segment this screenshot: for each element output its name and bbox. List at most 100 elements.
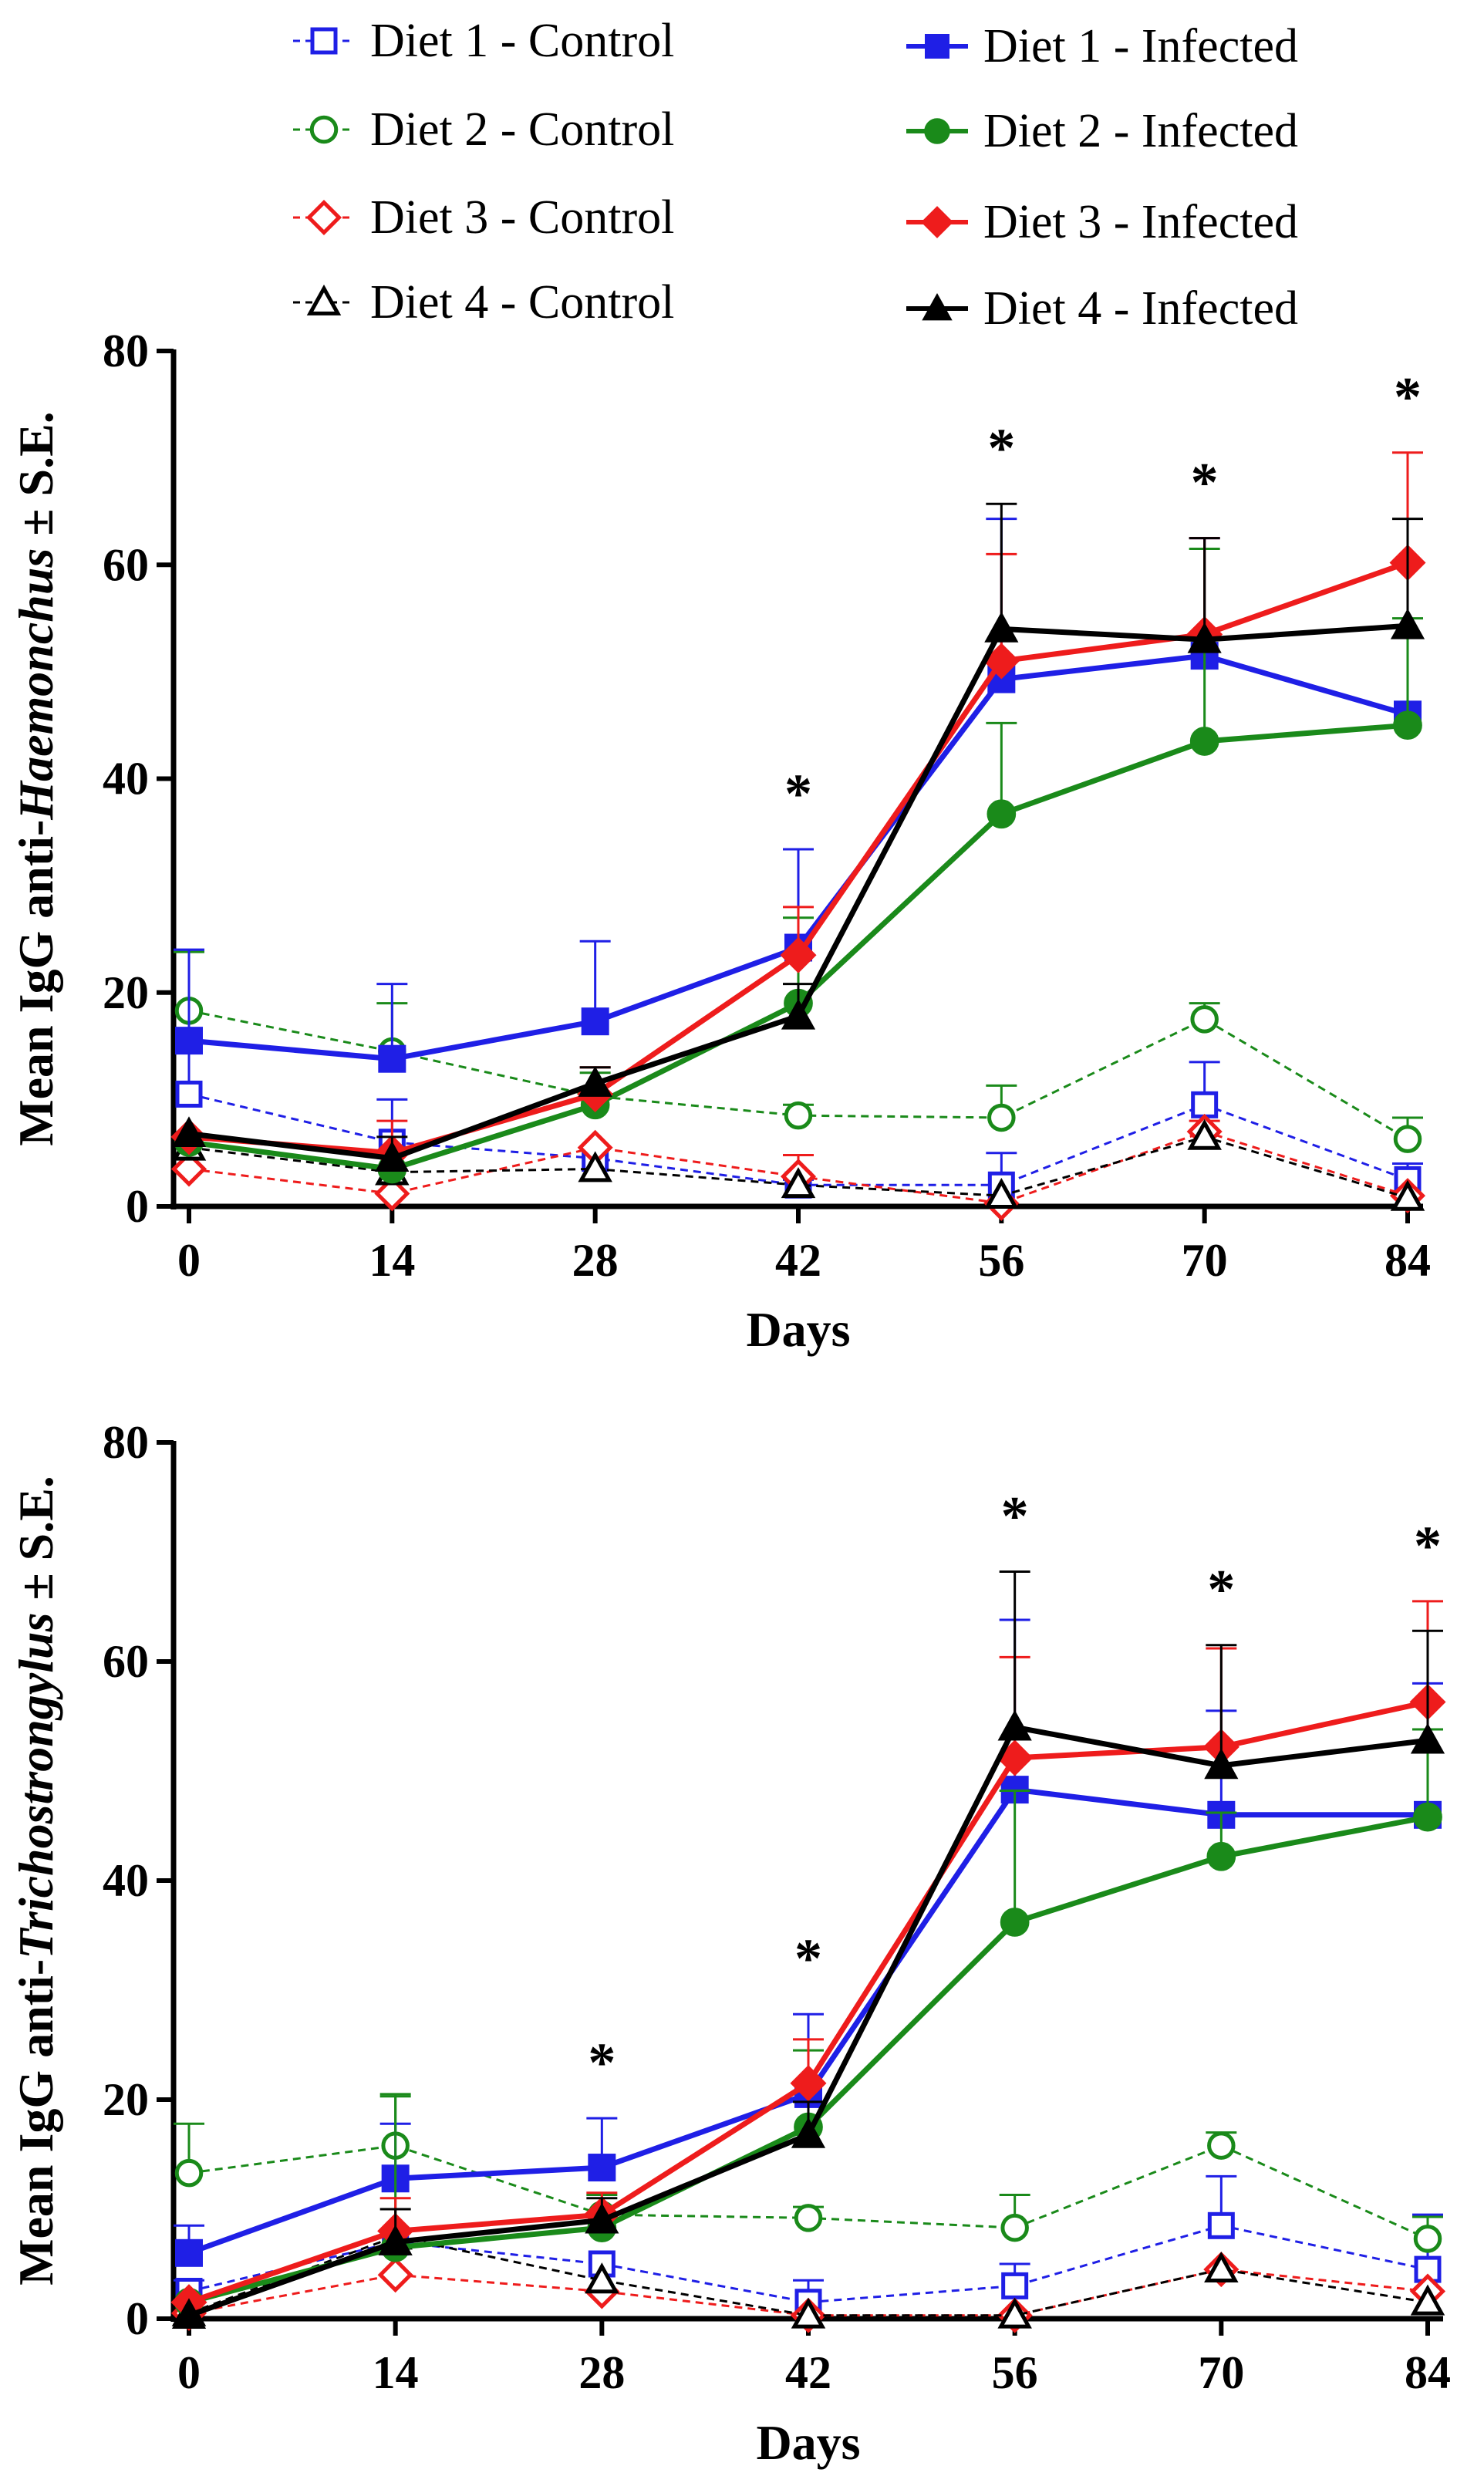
- significance-asterisk: *: [1191, 452, 1219, 514]
- data-point-circle: [174, 2158, 204, 2188]
- x-axis-label: Days: [746, 1302, 850, 1357]
- series-diet-4-infected: [171, 1570, 1445, 2329]
- data-point-triangle: [1187, 1118, 1222, 1150]
- x-axis-label: Days: [756, 2415, 860, 2470]
- y-axis-label-prefix: Mean IgG anti-: [8, 820, 63, 1146]
- data-point-square: [175, 1080, 203, 1108]
- y-axis-label-organism: Haemonchus: [8, 548, 63, 821]
- chart-haemonchus: 0 20 40 60 80 0 14 28 42 56 70 84 Days Mean IgG anti-…: [8, 326, 1431, 1357]
- significance-asterisk: *: [1394, 366, 1422, 428]
- significance-asterisk: *: [794, 1928, 822, 1989]
- legend-entry-diet-1-control: Diet 1 - Control: [293, 15, 674, 67]
- y-axis-label-suffix: ± S.E.: [8, 411, 63, 548]
- data-point-circle: [1206, 1841, 1236, 1871]
- legend-entry-diet-1-infected: Diet 1 - Infected: [906, 20, 1298, 73]
- y-axis-label: Mean IgG anti-Haemonchus ± S.E.: [8, 411, 63, 1146]
- data-point-circle: [1393, 710, 1422, 741]
- legend-label: Diet 2 - Infected: [983, 105, 1298, 157]
- data-point-circle: [794, 2204, 823, 2232]
- data-point-circle: [784, 1101, 813, 1130]
- data-point-circle: [1000, 1908, 1030, 1937]
- data-point-square: [588, 2154, 616, 2182]
- y-tick-label: 60: [103, 1636, 149, 1687]
- data-point-triangle: [1390, 608, 1425, 639]
- axes: 0 20 40 60 80 0 14 28 42 56 70 84 Days Mean IgG anti-…: [8, 326, 1431, 1357]
- legend-marker-triangle-icon: [306, 284, 342, 315]
- data-point-circle: [1393, 1125, 1422, 1153]
- data-point-triangle: [578, 1151, 612, 1182]
- y-tick-label: 40: [103, 1855, 149, 1906]
- y-tick-label: 20: [103, 2074, 149, 2125]
- data-point-triangle: [791, 2117, 826, 2148]
- series-diet-1-control: [174, 2174, 1443, 2316]
- x-tick-label: 0: [177, 1235, 201, 1286]
- x-tick-label: 56: [992, 2347, 1038, 2398]
- x-tick-label: 28: [578, 2347, 625, 2398]
- x-tick-label: 70: [1182, 1235, 1228, 1286]
- x-tick-label: 84: [1385, 1235, 1431, 1286]
- y-axis-label-prefix: Mean IgG anti-: [8, 1959, 63, 2286]
- legend-marker-diamond-icon: [305, 199, 342, 236]
- data-point-square: [378, 1044, 406, 1073]
- x-tick-label: 70: [1198, 2347, 1244, 2398]
- data-point-square: [175, 1027, 203, 1055]
- y-tick-label: 80: [103, 326, 149, 376]
- x-tick-label: 14: [373, 2347, 419, 2398]
- data-point-triangle: [1187, 622, 1222, 653]
- data-point-triangle: [1390, 1179, 1425, 1211]
- data-point-triangle: [585, 2262, 619, 2294]
- chart-trichostrongylus: 0 20 40 60 80 0 14 28 42 56 70 84 Days Mean IgG anti-…: [8, 1417, 1451, 2470]
- y-tick-label: 0: [126, 2293, 149, 2344]
- data-point-triangle: [997, 2297, 1032, 2329]
- legend-label: Diet 1 - Infected: [983, 20, 1298, 73]
- legend-marker-square-icon: [310, 27, 338, 55]
- x-tick-label: 0: [177, 2347, 201, 2398]
- legend-entry-diet-4-infected: Diet 4 - Infected: [906, 282, 1298, 335]
- data-point-diamond: [374, 1176, 410, 1212]
- data-point-circle: [1189, 727, 1219, 756]
- data-point-square: [581, 1007, 609, 1036]
- data-point-triangle: [984, 611, 1019, 643]
- significance-asterisk: *: [588, 2032, 616, 2093]
- data-point-triangle: [984, 1177, 1019, 1209]
- legend-marker-circle-icon: [924, 118, 950, 144]
- axes: 0 20 40 60 80 0 14 28 42 56 70 84 Days Mean IgG anti-…: [8, 1417, 1451, 2470]
- y-tick-label: 80: [103, 1417, 149, 1468]
- y-axis-label: Mean IgG anti-Trichostrongylus ± S.E.: [8, 1476, 63, 2286]
- data-point-triangle: [1410, 2284, 1445, 2316]
- legend-marker-diamond-icon: [921, 206, 953, 238]
- data-point-diamond: [790, 2065, 827, 2102]
- y-tick-label: 20: [103, 967, 149, 1018]
- y-tick-label: 0: [126, 1181, 149, 1232]
- data-point-square: [175, 2238, 203, 2267]
- series-diet-4-infected: [171, 502, 1425, 1172]
- data-point-diamond: [377, 2257, 413, 2293]
- data-point-square: [1001, 2272, 1029, 2299]
- significance-asterisk: *: [987, 417, 1015, 479]
- x-tick-label: 42: [785, 2347, 831, 2398]
- legend-marker-triangle-icon: [922, 292, 953, 321]
- data-point-square: [1207, 2211, 1235, 2239]
- legend-entry-diet-3-infected: Diet 3 - Infected: [906, 196, 1298, 248]
- data-point-circle: [987, 1103, 1016, 1132]
- series-diet-4-control: [171, 2218, 1445, 2329]
- x-tick-label: 14: [369, 1235, 415, 1286]
- data-point-circle: [1207, 2131, 1236, 2160]
- legend-label: Diet 4 - Infected: [983, 282, 1298, 335]
- x-tick-label: 42: [775, 1235, 821, 1286]
- data-point-triangle: [997, 1709, 1032, 1741]
- data-point-triangle: [781, 1167, 816, 1199]
- significance-asterisk: *: [1001, 1486, 1029, 1547]
- data-point-triangle: [171, 1116, 207, 1148]
- significance-asterisk: *: [1414, 1515, 1442, 1577]
- data-point-circle: [1413, 2225, 1442, 2253]
- y-axis-label-suffix: ± S.E.: [8, 1476, 63, 1612]
- legend-label: Diet 3 - Control: [370, 191, 674, 244]
- data-point-triangle: [378, 2225, 413, 2255]
- data-point-triangle: [1204, 1748, 1239, 1780]
- x-tick-label: 56: [978, 1235, 1024, 1286]
- legend-marker-circle-icon: [309, 115, 339, 144]
- legend-label: Diet 4 - Control: [370, 276, 674, 329]
- data-point-circle: [987, 799, 1017, 829]
